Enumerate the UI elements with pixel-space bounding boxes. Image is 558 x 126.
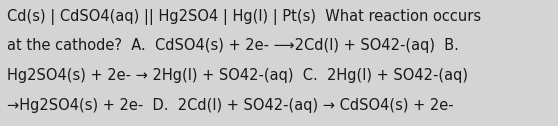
Text: Cd(s) | CdSO4(aq) || Hg2SO4 | Hg(l) | Pt(s)  What reaction occurs: Cd(s) | CdSO4(aq) || Hg2SO4 | Hg(l) | Pt… (7, 9, 481, 25)
Text: Hg2SO4(s) + 2e- → 2Hg(l) + SO42-(aq)  C.  2Hg(l) + SO42-(aq): Hg2SO4(s) + 2e- → 2Hg(l) + SO42-(aq) C. … (7, 68, 468, 83)
Text: →Hg2SO4(s) + 2e-  D.  2Cd(l) + SO42-(aq) → CdSO4(s) + 2e-: →Hg2SO4(s) + 2e- D. 2Cd(l) + SO42-(aq) →… (7, 98, 453, 113)
Text: at the cathode?  A.  CdSO4(s) + 2e- ⟶2Cd(l) + SO42-(aq)  B.: at the cathode? A. CdSO4(s) + 2e- ⟶2Cd(l… (7, 38, 459, 53)
